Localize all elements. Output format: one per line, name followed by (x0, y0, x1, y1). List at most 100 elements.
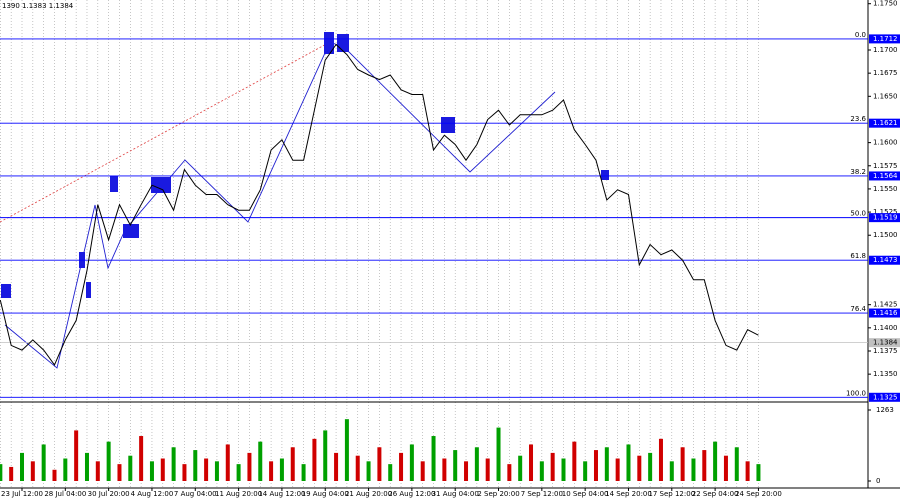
y-tick-label: 1.1350 (873, 370, 898, 378)
volume-bar (637, 455, 642, 481)
volume-bar (680, 447, 685, 481)
volume-bar (561, 458, 566, 481)
grid (0, 0, 759, 488)
volume-bar (344, 419, 349, 481)
volume-bar (734, 447, 739, 481)
marker (324, 32, 334, 54)
y-tick-label: 0 (876, 477, 880, 485)
level-price-label: 1.1325 (873, 393, 898, 401)
level-price-box (869, 118, 900, 128)
price-line (0, 43, 759, 366)
volume-bar (106, 441, 111, 481)
x-tick-label: 7 Aug 04:00 (174, 490, 217, 498)
y-tick-label: 1.1675 (873, 69, 898, 77)
fib-level-name: 61.8 (850, 252, 866, 260)
fib-level-name: 100.0 (846, 389, 866, 397)
level-price-box (869, 255, 900, 265)
level-price-label: 1.1473 (873, 256, 898, 264)
x-tick-label: 19 Aug 04:00 (302, 490, 349, 498)
volume-bar (691, 458, 696, 481)
y-tick-label: 1.1550 (873, 185, 898, 193)
volume-bar (496, 427, 501, 481)
volume-bar (149, 461, 154, 481)
last-price-label: 1.1384 (873, 339, 898, 347)
volume-bar (485, 458, 490, 481)
volume-bar (117, 464, 122, 481)
volume-bar (529, 444, 534, 481)
x-tick-label: 17 Sep 12:00 (648, 490, 695, 498)
volume-bar (95, 461, 100, 481)
level-price-label: 1.1416 (873, 309, 898, 317)
last-price-box (869, 338, 900, 348)
marker (601, 170, 609, 180)
volume-bar (702, 450, 707, 481)
volume-bar (399, 452, 404, 481)
y-tick-label: 1.1600 (873, 139, 898, 147)
volume-bar (615, 458, 620, 481)
level-price-label: 1.1712 (873, 35, 898, 43)
y-tick-label: 1.1400 (873, 324, 898, 332)
fib-level-name: 76.4 (850, 305, 866, 313)
volume-bar (756, 464, 761, 481)
x-tick-label: 22 Sep 04:00 (692, 490, 739, 498)
volume-bar (648, 452, 653, 481)
volume-bar (323, 430, 328, 481)
x-tick-label: 11 Aug 20:00 (215, 490, 262, 498)
volume-bar (464, 461, 469, 481)
volume-bar (334, 452, 339, 481)
x-tick-label: 21 Aug 20:00 (345, 490, 392, 498)
marker (123, 224, 139, 238)
trend-line (0, 41, 331, 223)
volume-bar (518, 455, 523, 481)
volume-bar (377, 447, 382, 481)
x-tick-label: 28 Jul 04:00 (44, 490, 86, 498)
volume-bar (583, 461, 588, 481)
volume-bar (20, 452, 24, 481)
volume-bar (84, 452, 89, 481)
marker (110, 176, 118, 192)
volume-bar (182, 464, 187, 481)
volume-bar (366, 461, 371, 481)
volume-bar (604, 447, 609, 481)
volume-bar (74, 430, 79, 481)
volume-bar (713, 441, 718, 481)
volume-bar (507, 464, 512, 481)
volume-bar (723, 455, 728, 481)
volume-bar (409, 444, 414, 481)
x-tick-label: 7 Sep 12:00 (521, 490, 563, 498)
volume-bar (160, 458, 165, 481)
volume-bar (63, 458, 68, 481)
marker (337, 34, 349, 52)
x-tick-label: 4 Aug 12:00 (131, 490, 174, 498)
volume-bar (301, 464, 306, 481)
fib-level-name: 0.0 (855, 31, 866, 39)
volume-bar (171, 447, 176, 481)
level-price-box (869, 34, 900, 44)
volume-bar (539, 461, 544, 481)
volume-bar (247, 452, 252, 481)
volume-bar (9, 466, 14, 481)
volume-bar (669, 461, 674, 481)
volume-bar (442, 458, 447, 481)
x-tick-label: 30 Jul 20:00 (88, 490, 130, 498)
fib-level-name: 23.6 (850, 115, 866, 123)
y-tick-label: 1.1375 (873, 347, 898, 355)
y-tick-label: 1.1650 (873, 92, 898, 100)
x-tick-label: 23 Jul 12:00 (1, 490, 43, 498)
marker (441, 117, 455, 133)
volume-bar (41, 444, 46, 481)
volume-bar (453, 450, 458, 481)
volume-bar (312, 438, 317, 481)
fib-level-name: 50.0 (850, 210, 866, 218)
volume-bar (52, 469, 57, 481)
level-price-box (869, 213, 900, 223)
level-price-box (869, 392, 900, 402)
volume-bar (572, 441, 577, 481)
x-tick-label: 14 Sep 20:00 (605, 490, 652, 498)
x-tick-label: 24 Sep 20:00 (735, 490, 782, 498)
volume-bar (626, 444, 631, 481)
volume-bar (431, 436, 436, 481)
level-price-label: 1.1564 (873, 172, 898, 180)
